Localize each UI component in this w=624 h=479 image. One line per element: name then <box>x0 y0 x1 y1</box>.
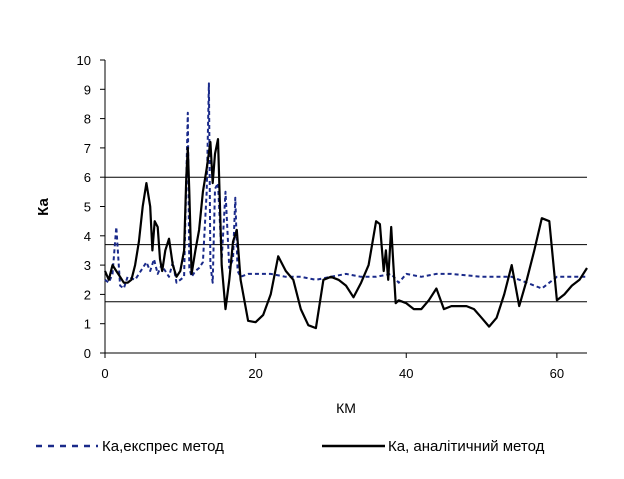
y-tick-label: 5 <box>84 200 91 215</box>
legend: Ка,експрес метод Ка, аналітичний метод <box>36 438 545 455</box>
y-tick-label: 9 <box>84 82 91 97</box>
x-tick-label: 40 <box>399 366 413 381</box>
y-tick-label: 1 <box>84 317 91 332</box>
y-tick-label: 8 <box>84 112 91 127</box>
series-line-analytic <box>103 138 588 330</box>
y-tick-label: 3 <box>84 258 91 273</box>
y-tick-label: 7 <box>84 141 91 156</box>
y-tick-label: 6 <box>84 170 91 185</box>
y-tick-label: 10 <box>77 53 91 68</box>
legend-label-analytic: Ка, аналітичний метод <box>388 438 545 455</box>
legend-label-express: Ка,експрес метод <box>102 438 224 455</box>
y-tick-labels: 0 1 2 3 4 5 6 7 8 9 10 <box>77 53 91 361</box>
series-line-express <box>104 82 587 290</box>
y-tick-label: 0 <box>84 346 91 361</box>
y-tick-label: 2 <box>84 287 91 302</box>
x-tick-labels: 0 20 40 60 <box>101 366 564 381</box>
y-axis-label: Ка <box>35 198 52 216</box>
x-tick-label: 20 <box>248 366 262 381</box>
y-tick-label: 4 <box>84 229 91 244</box>
axes <box>100 59 587 358</box>
series-lines <box>103 82 588 330</box>
x-axis-label: КМ <box>336 400 356 416</box>
x-tick-label: 0 <box>101 366 108 381</box>
x-tick-label: 60 <box>550 366 564 381</box>
